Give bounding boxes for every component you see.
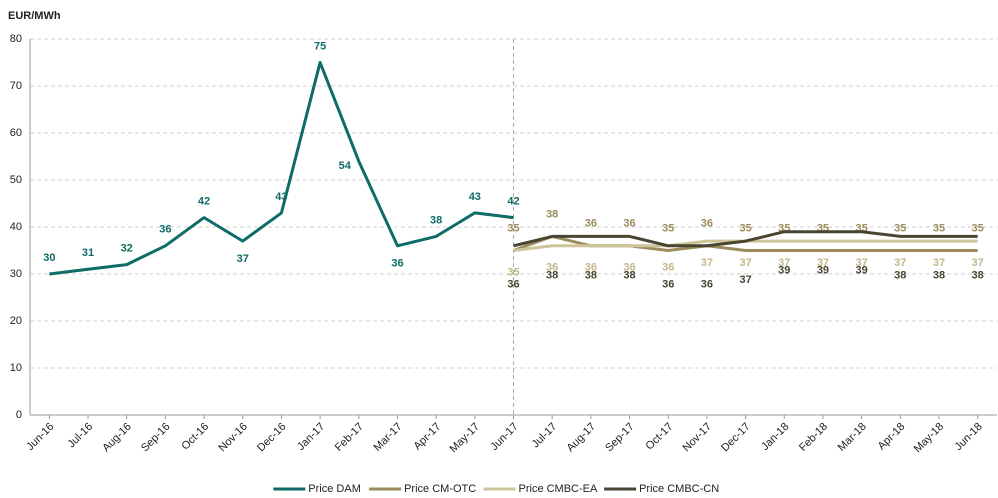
data-label: 30 — [43, 252, 55, 264]
data-label: 37 — [237, 253, 249, 265]
data-label: 36 — [585, 262, 597, 274]
data-label: 35 — [739, 222, 751, 234]
x-tick-label: Jun-18 — [953, 421, 985, 453]
y-tick-label: 10 — [10, 362, 22, 374]
x-tick-label: Jun-16 — [24, 421, 56, 453]
data-label: 39 — [778, 265, 790, 277]
data-label: 37 — [933, 257, 945, 269]
series-line — [49, 61, 514, 276]
data-label: 37 — [972, 257, 984, 269]
data-label: 35 — [894, 222, 906, 234]
data-label: 38 — [430, 214, 442, 226]
x-tick-label: Mar-17 — [372, 421, 405, 454]
data-label: 36 — [662, 262, 674, 274]
data-label: 39 — [817, 265, 829, 277]
data-label: 35 — [507, 266, 519, 278]
data-label: 38 — [933, 269, 945, 281]
y-tick-label: 20 — [10, 315, 22, 327]
y-tick-label: 0 — [16, 409, 22, 421]
x-tick-label: Sep-16 — [139, 421, 173, 455]
x-tick-label: Jun-17 — [488, 421, 520, 453]
x-tick-label: May-18 — [912, 421, 946, 455]
data-label: 38 — [972, 269, 984, 281]
data-label: 36 — [701, 279, 713, 291]
x-tick-label: Aug-16 — [100, 421, 134, 455]
y-tick-label: 50 — [10, 174, 22, 186]
x-tick-label: Jan-17 — [295, 421, 327, 453]
data-label: 35 — [933, 222, 945, 234]
legend-label: Price DAM — [308, 483, 361, 495]
x-tick-label: Feb-18 — [797, 421, 830, 454]
data-label: 36 — [662, 279, 674, 291]
x-tick-label: Jul-16 — [66, 421, 96, 451]
y-tick-label: 80 — [10, 33, 22, 45]
y-tick-label: 70 — [10, 80, 22, 92]
data-label: 32 — [121, 243, 133, 255]
y-tick-label: 60 — [10, 127, 22, 139]
data-label: 36 — [623, 218, 635, 230]
x-tick-label: Apr-17 — [411, 421, 443, 453]
x-tick-label: Dec-16 — [255, 421, 289, 455]
data-label: 38 — [546, 208, 558, 220]
data-label: 75 — [314, 40, 326, 52]
data-label: 42 — [507, 196, 519, 208]
data-label: 38 — [894, 269, 906, 281]
x-tick-label: Jan-18 — [759, 421, 791, 453]
data-label: 35 — [662, 222, 674, 234]
data-label: 36 — [701, 218, 713, 230]
data-label: 36 — [391, 258, 403, 270]
data-label: 38 — [546, 269, 558, 281]
legend-label: Price CMBC-EA — [519, 483, 599, 495]
data-label: 36 — [623, 262, 635, 274]
data-label: 42 — [198, 196, 210, 208]
data-label: 38 — [623, 269, 635, 281]
data-label: 36 — [546, 262, 558, 274]
x-tick-label: May-17 — [448, 421, 482, 455]
data-label: 37 — [778, 257, 790, 269]
series-line — [513, 230, 978, 248]
x-tick-label: Oct-16 — [179, 421, 211, 453]
legend-label: Price CMBC-CN — [639, 483, 719, 495]
x-tick-label: Jul-17 — [530, 421, 560, 451]
data-label: 36 — [507, 279, 519, 291]
x-tick-label: Sep-17 — [603, 421, 637, 455]
x-tick-label: Nov-16 — [216, 421, 250, 455]
data-label: 36 — [585, 218, 597, 230]
data-label: 37 — [894, 257, 906, 269]
x-tick-label: Oct-17 — [644, 421, 676, 453]
y-tick-label: 40 — [10, 221, 22, 233]
data-label: 35 — [972, 222, 984, 234]
x-tick-label: Apr-18 — [876, 421, 908, 453]
legend-label: Price CM-OTC — [404, 483, 476, 495]
data-label: 43 — [469, 191, 481, 203]
data-label: 36 — [159, 224, 171, 236]
data-label: 37 — [701, 257, 713, 269]
data-label: 43 — [275, 191, 287, 203]
x-tick-label: Aug-17 — [564, 421, 598, 455]
x-tick-label: Mar-18 — [836, 421, 869, 454]
y-tick-label: 30 — [10, 268, 22, 280]
x-tick-label: Nov-17 — [681, 421, 715, 455]
data-label: 37 — [855, 257, 867, 269]
data-label: 39 — [855, 265, 867, 277]
data-label: 38 — [585, 269, 597, 281]
data-label: 37 — [739, 257, 751, 269]
data-label: 37 — [739, 274, 751, 286]
y-axis-title: EUR/MWh — [8, 10, 61, 22]
data-label: 31 — [82, 247, 94, 259]
x-tick-label: Dec-17 — [719, 421, 753, 455]
series-line — [512, 234, 978, 252]
data-label: 35 — [507, 222, 519, 234]
data-label: 54 — [339, 160, 352, 172]
data-label: 37 — [817, 257, 829, 269]
x-tick-label: Feb-17 — [333, 421, 366, 454]
